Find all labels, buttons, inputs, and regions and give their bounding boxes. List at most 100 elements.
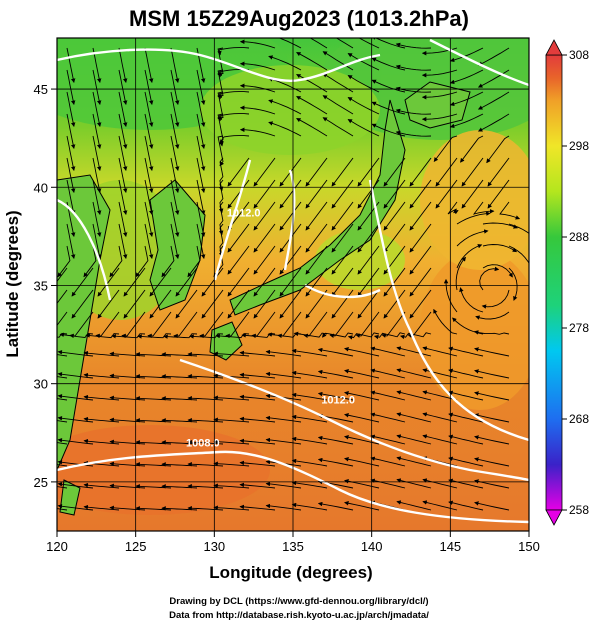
streamline xyxy=(473,330,510,335)
streamline xyxy=(358,38,380,49)
streamline xyxy=(57,508,68,511)
streamline xyxy=(92,223,102,260)
streamline xyxy=(92,135,102,172)
streamline xyxy=(144,91,154,128)
streamline xyxy=(456,229,489,247)
streamline xyxy=(396,478,432,489)
streamline xyxy=(149,289,172,319)
streamline xyxy=(225,311,250,339)
streamline xyxy=(217,69,224,98)
streamline xyxy=(97,289,120,319)
streamline xyxy=(370,346,406,357)
x-tick-label: 120 xyxy=(46,539,68,554)
streamline xyxy=(218,223,224,258)
streamline xyxy=(482,222,519,229)
streamline xyxy=(57,289,68,305)
streamline xyxy=(396,434,432,445)
streamline xyxy=(253,267,276,297)
streamline xyxy=(455,256,466,291)
streamline xyxy=(118,91,128,128)
streamline xyxy=(383,157,406,187)
streamline xyxy=(435,157,458,187)
streamline xyxy=(227,245,250,275)
streamline xyxy=(239,83,276,93)
streamline xyxy=(217,113,250,122)
streamline xyxy=(265,371,302,379)
streamline xyxy=(118,157,128,194)
colorbar-gradient xyxy=(545,54,563,511)
y-tick-label: 40 xyxy=(34,180,48,195)
streamline xyxy=(291,458,328,467)
streamline xyxy=(219,135,250,147)
streamline xyxy=(118,179,128,216)
streamline xyxy=(396,456,432,467)
streamline xyxy=(57,398,68,401)
streamline xyxy=(118,113,128,150)
streamline xyxy=(395,108,432,115)
streamline xyxy=(322,95,354,115)
contour-label: 1012.0 xyxy=(321,394,355,406)
streamline xyxy=(347,97,380,115)
x-tick-label: 125 xyxy=(125,539,147,554)
streamline xyxy=(239,127,276,137)
streamline xyxy=(196,69,206,106)
streamline xyxy=(481,289,510,309)
streamline xyxy=(253,223,276,253)
streamline xyxy=(196,179,206,216)
streamline xyxy=(448,412,484,423)
streamline xyxy=(170,47,180,84)
streamline xyxy=(109,245,123,278)
streamline xyxy=(196,113,206,150)
streamline xyxy=(357,157,380,187)
streamline xyxy=(499,201,521,220)
colorbar-tick-label: 278 xyxy=(569,321,589,335)
streamline xyxy=(422,346,458,357)
streamline xyxy=(422,412,458,423)
streamline xyxy=(137,333,172,339)
streamline xyxy=(57,438,94,445)
streamline xyxy=(227,179,250,209)
streamline xyxy=(383,267,406,297)
streamline xyxy=(383,245,406,275)
plot-area: 1008.0 1012.0 1012.0 xyxy=(57,38,529,531)
streamline xyxy=(57,442,68,445)
streamline xyxy=(331,267,354,297)
streamline xyxy=(291,480,328,489)
streamline xyxy=(474,501,510,511)
colorbar-bottom-arrow xyxy=(545,509,563,526)
streamline xyxy=(239,105,276,115)
streamline xyxy=(474,457,510,467)
streamline xyxy=(213,439,250,445)
streamline xyxy=(239,416,276,423)
streamline xyxy=(217,47,250,56)
streamline xyxy=(487,179,510,209)
streamline xyxy=(305,201,328,231)
streamline xyxy=(331,223,354,253)
streamline xyxy=(344,369,380,379)
streamline xyxy=(409,201,432,231)
streamline xyxy=(97,267,120,297)
streamline xyxy=(218,157,224,192)
streamline xyxy=(331,289,354,319)
streamline xyxy=(196,201,206,238)
streamline xyxy=(170,135,180,172)
streamline xyxy=(407,311,432,338)
contour-label: 1012.0 xyxy=(227,208,261,220)
streamline xyxy=(395,130,432,137)
streamline xyxy=(347,75,380,93)
streamline xyxy=(170,201,180,238)
streamline xyxy=(170,179,180,216)
y-axis-ticks: 25 30 35 40 45 xyxy=(34,82,57,490)
streamline xyxy=(123,289,146,319)
x-axis-ticks: 120 125 130 135 140 145 150 xyxy=(46,531,540,554)
streamline xyxy=(296,96,328,115)
streamline xyxy=(422,478,458,489)
streamline xyxy=(66,91,76,128)
streamline xyxy=(92,113,102,150)
streamline xyxy=(66,179,76,216)
streamline xyxy=(433,308,458,335)
streamline xyxy=(253,289,276,319)
streamline xyxy=(383,179,406,209)
streamline xyxy=(268,55,302,71)
x-axis-label: Longitude (degrees) xyxy=(209,563,372,582)
